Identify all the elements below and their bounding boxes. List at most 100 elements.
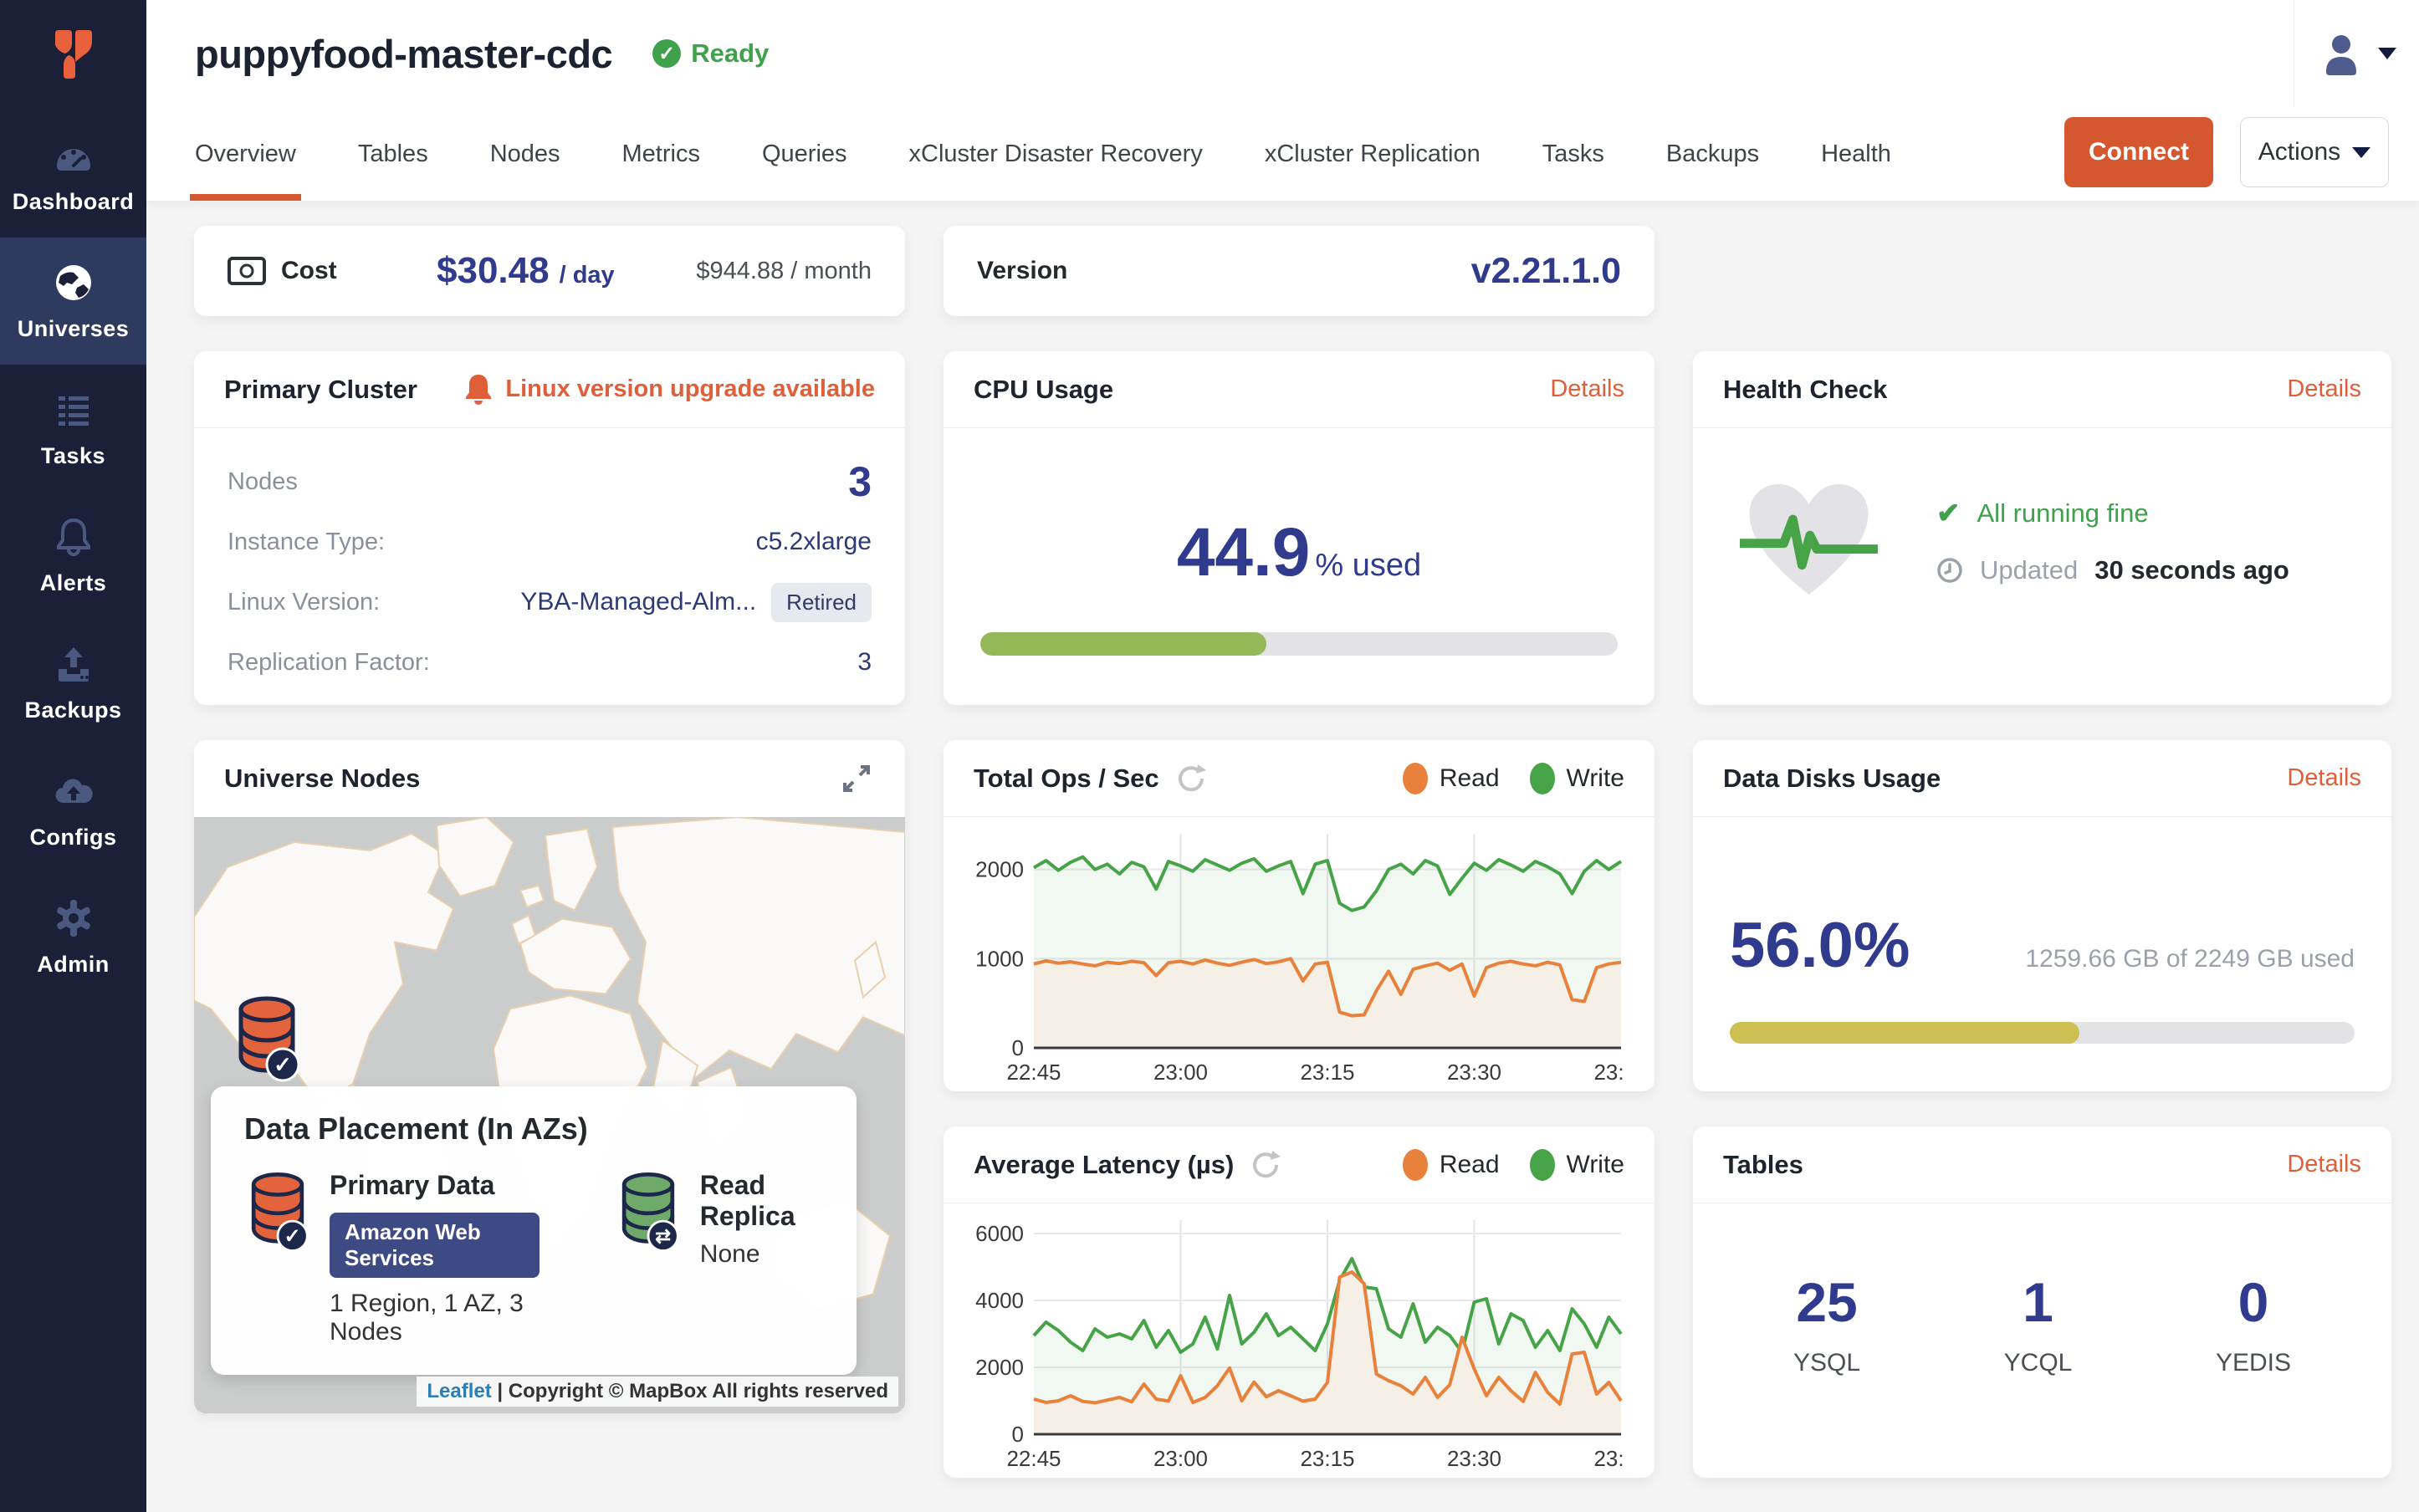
total-ops-card: Total Ops / Sec Read Write 0 1000 2000 22:4… — [944, 740, 1654, 1091]
cpu-percent-unit: % used — [1315, 548, 1422, 583]
cpu-usage-header: CPU Usage Details — [944, 351, 1654, 428]
check-icon: ✔ — [1936, 498, 1961, 529]
tables-card: Tables Details 25 YSQL 1 YCQL 0 YEDIS — [1693, 1126, 2391, 1478]
sidebar-item-label: Alerts — [39, 570, 107, 595]
health-texts: ✔ All running fine Updated 30 seconds ag… — [1936, 497, 2289, 585]
leaflet-link[interactable]: Leaflet — [427, 1380, 492, 1402]
actions-button[interactable]: Actions — [2240, 117, 2389, 187]
sidebar-item-backups[interactable]: Backups — [0, 619, 146, 746]
sidebar-item-universes[interactable]: Universes — [0, 238, 146, 365]
configs-cloud-icon — [52, 769, 95, 813]
sidebar-items: Dashboard Universes Tasks Alerts Backups Conf… — [0, 110, 146, 1000]
expand-icon[interactable] — [838, 760, 875, 797]
clock-icon — [1937, 558, 1962, 583]
refresh-icon[interactable] — [1249, 1148, 1282, 1182]
title-row: puppyfood-master-cdc ✓ Ready — [146, 0, 2419, 107]
svg-text:23:15: 23:15 — [1300, 1060, 1354, 1085]
disk-details-link[interactable]: Details — [2287, 764, 2361, 791]
heart-pulse-icon — [1740, 483, 1878, 595]
node-marker[interactable]: ✓ — [231, 994, 303, 1083]
tab-xcluster-replication[interactable]: xCluster Replication — [1264, 140, 1481, 167]
tab-metrics[interactable]: Metrics — [621, 140, 700, 167]
tab-nodes[interactable]: Nodes — [489, 140, 560, 167]
cluster-row-value: 3 — [848, 458, 872, 505]
latency-legend: Read Write — [1402, 1148, 1624, 1181]
sidebar-item-label: Tasks — [40, 442, 106, 468]
cluster-row: Linux Version: YBA-Managed-Alm... Retired — [228, 572, 872, 632]
cost-label: Cost — [281, 257, 337, 284]
data-disks-header: Data Disks Usage Details — [1693, 740, 2391, 817]
table-count-ysql: 25 YSQL — [1793, 1270, 1860, 1377]
svg-text:23:00: 23:00 — [1153, 1060, 1208, 1085]
table-count-label: YSQL — [1793, 1349, 1861, 1377]
svg-text:23:15: 23:15 — [1300, 1446, 1354, 1471]
sidebar-item-tasks[interactable]: Tasks — [0, 365, 146, 492]
cpu-details-link[interactable]: Details — [1550, 375, 1624, 402]
sidebar-item-admin[interactable]: Admin — [0, 873, 146, 1000]
provider-badge: Amazon Web Services — [330, 1213, 540, 1278]
table-count-value: 0 — [2237, 1271, 2269, 1333]
cluster-row-value: c5.2xlarge — [755, 528, 872, 555]
linux-upgrade-alert[interactable]: Linux version upgrade available — [463, 373, 875, 406]
cluster-row: Instance Type: c5.2xlarge — [228, 512, 872, 572]
sidebar-item-dashboard[interactable]: Dashboard — [0, 110, 146, 238]
money-icon — [228, 257, 266, 285]
user-icon — [2325, 35, 2356, 75]
table-count-label: YEDIS — [2215, 1349, 2291, 1377]
bell-icon — [466, 374, 492, 405]
connect-button[interactable]: Connect — [2064, 117, 2213, 187]
health-details-link[interactable]: Details — [2287, 375, 2361, 402]
legend-write: Write — [1529, 762, 1624, 794]
status-text: Ready — [691, 38, 770, 68]
attribution-text: | Copyright © MapBox All rights reserved — [497, 1380, 888, 1402]
content-area: Cost $30.48 / day $944.88 / month Versio… — [146, 201, 2419, 1512]
tab-backups[interactable]: Backups — [1665, 140, 1760, 167]
sidebar-item-configs[interactable]: Configs — [0, 746, 146, 873]
cluster-row: Replication Factor: 3 — [228, 632, 872, 692]
tab-health[interactable]: Health — [1821, 140, 1891, 167]
chevron-down-icon — [2352, 146, 2371, 158]
universe-nodes-header: Universe Nodes — [194, 740, 905, 817]
cpu-usage-title: CPU Usage — [974, 374, 1114, 404]
tab-overview[interactable]: Overview — [190, 107, 301, 201]
tab-queries[interactable]: Queries — [761, 140, 847, 167]
page-header: puppyfood-master-cdc ✓ Ready Overview Tab… — [146, 0, 2419, 201]
cluster-row-label: Instance Type: — [228, 528, 386, 555]
world-map[interactable]: ✓ Data Placement (In AZs) — [194, 817, 905, 1413]
updated-label: Updated — [1980, 555, 2079, 585]
read-dot-icon — [1402, 1148, 1428, 1181]
cluster-row-label: Nodes — [228, 467, 298, 495]
svg-text:23:30: 23:30 — [1447, 1446, 1501, 1471]
tab-bar: Overview Tables Nodes Metrics Queries xCluste… — [146, 107, 2419, 201]
cpu-usage-body: 44.9 % used — [944, 428, 1654, 689]
linux-upgrade-text: Linux version upgrade available — [505, 375, 875, 402]
health-status-text: All running fine — [1977, 498, 2149, 528]
refresh-icon[interactable] — [1174, 762, 1208, 795]
cpu-percent-value: 44.9 — [1176, 514, 1311, 590]
map-attribution: Leaflet | Copyright © MapBox All rights … — [417, 1377, 898, 1407]
avg-latency-card: Average Latency (µs) Read Write 0 2000 400… — [944, 1126, 1654, 1478]
primary-cluster-body: Nodes 3 Instance Type: c5.2xlarge Linux Vers… — [194, 428, 905, 705]
version-value: v2.21.1.0 — [1470, 250, 1621, 291]
tables-details-link[interactable]: Details — [2287, 1151, 2361, 1177]
tabs: Overview Tables Nodes Metrics Queries xCluste… — [190, 107, 1953, 201]
svg-text:0: 0 — [1012, 1422, 1024, 1447]
yugabyte-logo-icon[interactable] — [0, 0, 146, 110]
tab-tables[interactable]: Tables — [357, 140, 428, 167]
header-buttons: Connect Actions — [2064, 117, 2389, 187]
total-ops-chart: 0 1000 2000 22:45 23:00 23:15 23:30 23:45 — [944, 817, 1654, 1091]
svg-text:✓: ✓ — [284, 1225, 301, 1248]
disk-percent-value: 56.0% — [1730, 910, 1910, 981]
primary-cluster-header: Primary Cluster Linux version upgrade av… — [194, 351, 905, 428]
backups-upload-icon — [52, 642, 95, 686]
health-check-card: Health Check Details ✔ All running fine — [1693, 351, 2391, 705]
replica-database-icon: ⇄ — [621, 1172, 679, 1252]
tab-xcluster-disaster-recovery[interactable]: xCluster Disaster Recovery — [908, 140, 1203, 167]
cluster-row-label: Linux Version: — [228, 588, 381, 616]
cluster-row-value: YBA-Managed-Alm... Retired — [520, 582, 872, 622]
sidebar-item-alerts[interactable]: Alerts — [0, 492, 146, 619]
user-menu[interactable] — [2294, 0, 2419, 107]
table-count-ycql: 1 YCQL — [2004, 1270, 2073, 1377]
table-count-yedis: 0 YEDIS — [2216, 1270, 2291, 1377]
tab-tasks[interactable]: Tasks — [1542, 140, 1604, 167]
